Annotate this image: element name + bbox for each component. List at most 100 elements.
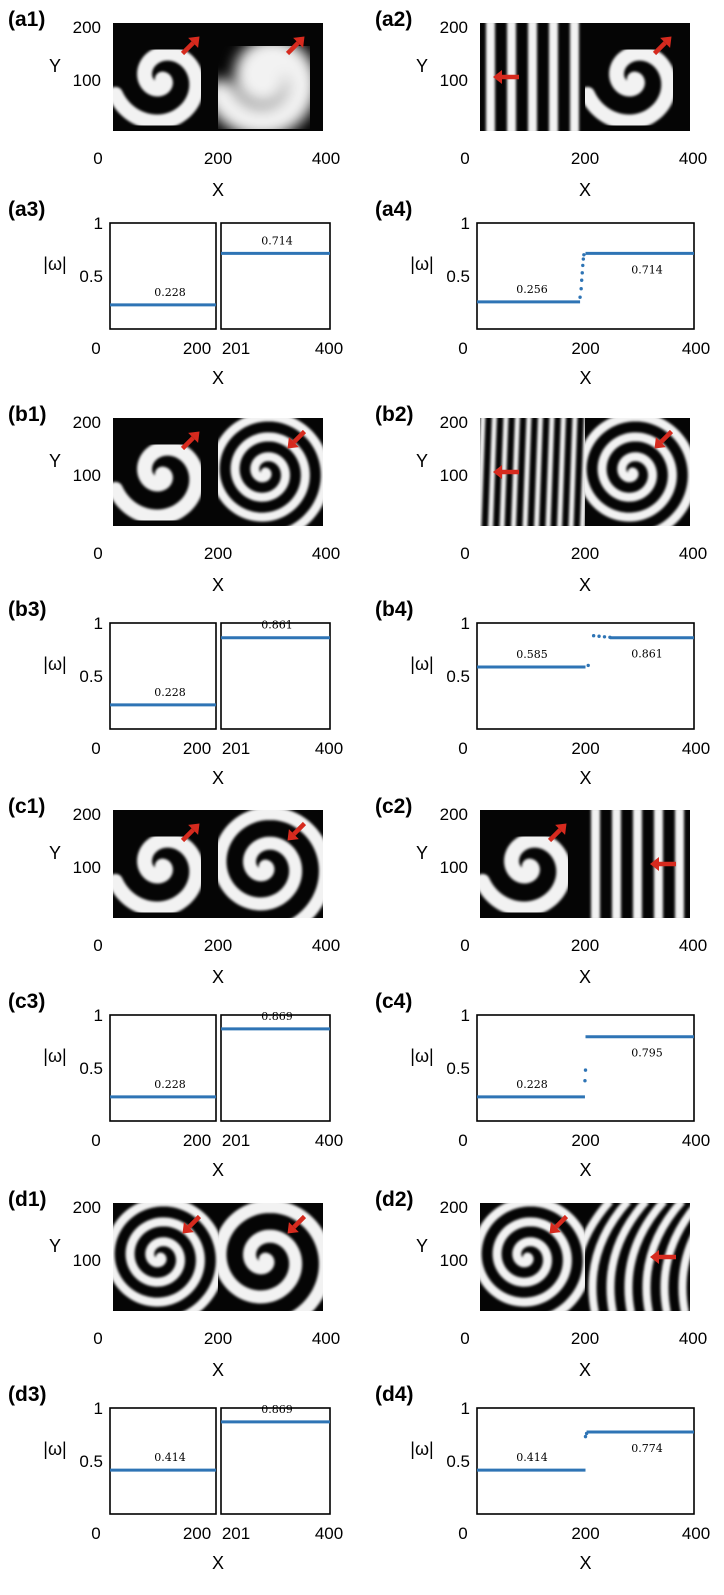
x-tick-label: 200 — [204, 1329, 232, 1348]
x-tick-label: 400 — [682, 339, 710, 358]
right-subplot-frame — [220, 1407, 331, 1515]
y-tick-label: 0.5 — [79, 267, 103, 286]
left-value-label: 0.414 — [516, 1451, 548, 1464]
x-tick-label: 200 — [571, 1131, 599, 1150]
panel-a4: (a4) |ω| 1 0.5 0.256 0.714 0 200 400 X — [375, 198, 710, 388]
y-axis-label: Y — [49, 56, 61, 76]
left-subplot-frame — [109, 222, 217, 330]
x-tick-label: 400 — [682, 1131, 710, 1150]
y-axis-label: |ω| — [410, 1046, 433, 1066]
x-axis-label: X — [579, 575, 591, 595]
y-tick-label: 1 — [94, 1399, 103, 1418]
y-tick-label: 0.5 — [79, 667, 103, 686]
x-tick-label: 0 — [91, 1131, 100, 1150]
y-tick-label: 1 — [94, 614, 103, 633]
x-tick-label: 0 — [93, 149, 102, 168]
x-axis-label: X — [579, 768, 591, 788]
y-axis-label: Y — [416, 843, 428, 863]
direction-arrow-southwest — [549, 1214, 569, 1234]
x-tick-label: 0 — [460, 149, 469, 168]
panel-d3: (d3) |ω| 1 0.5 0.414 0.869 0 200 201 400 X — [8, 1383, 343, 1573]
x-tick-label: 400 — [679, 1329, 707, 1348]
x-axis-label: X — [579, 967, 591, 987]
y-axis-label: |ω| — [43, 1046, 66, 1066]
x-axis-label: X — [579, 180, 591, 200]
right-pattern-image — [585, 23, 690, 131]
transition-point — [597, 634, 601, 638]
left-pattern-image — [113, 418, 218, 526]
plot-frame — [476, 1407, 695, 1515]
x-tick-label: 0 — [458, 739, 467, 758]
right-subplot-frame — [220, 1014, 331, 1122]
y-tick-label: 100 — [440, 71, 468, 90]
x-tick-label: 0 — [460, 936, 469, 955]
y-tick-label: 0.5 — [79, 1059, 103, 1078]
right-pattern-image — [218, 23, 323, 131]
y-tick-label: 0.5 — [446, 1059, 470, 1078]
transition-point — [583, 1068, 588, 1072]
direction-arrow-west — [493, 70, 519, 84]
direction-arrow-southwest — [287, 821, 307, 841]
right-pattern-image — [218, 1203, 323, 1311]
panel-label: (a1) — [8, 8, 45, 31]
panel-a2: (a2) Y 200 100 0 200 400 X — [375, 8, 707, 200]
plot-frame — [476, 222, 695, 330]
left-pattern-image — [480, 810, 585, 918]
panel-a3: (a3) |ω| 1 0.5 0.228 0.714 0 200 201 400 X — [8, 198, 343, 388]
y-axis-label: Y — [49, 451, 61, 471]
transition-point — [579, 287, 583, 291]
x-tick-label: 400 — [312, 149, 340, 168]
y-tick-label: 200 — [440, 805, 468, 824]
x-tick-label: 201 — [222, 339, 250, 358]
transition-point — [608, 635, 612, 640]
y-tick-label: 0.5 — [446, 267, 470, 286]
x-axis-label: X — [579, 1360, 591, 1380]
left-subplot-frame — [109, 622, 217, 730]
direction-arrow-southwest — [654, 429, 674, 449]
panel-c1: (c1) Y 200 100 0 200 400 X — [8, 795, 340, 987]
panel-b3: (b3) |ω| 1 0.5 0.228 0.861 0 200 201 400 X — [8, 598, 343, 788]
x-tick-label: 400 — [679, 936, 707, 955]
panel-label: (d2) — [375, 1188, 414, 1211]
y-tick-label: 1 — [461, 214, 470, 233]
left-value-label: 0.585 — [516, 648, 548, 661]
x-tick-label: 200 — [183, 1131, 211, 1150]
left-pattern-image — [113, 23, 218, 131]
x-tick-label: 200 — [571, 1524, 599, 1543]
panel-b4: (b4) |ω| 1 0.5 0.585 0.861 0 200 400 X — [375, 598, 710, 788]
x-tick-label: 400 — [312, 544, 340, 563]
y-axis-label: Y — [416, 451, 428, 471]
y-tick-label: 100 — [73, 1251, 101, 1270]
y-axis-label: Y — [49, 843, 61, 863]
direction-arrow-southwest — [287, 429, 307, 449]
x-tick-label: 200 — [183, 739, 211, 758]
x-tick-label: 400 — [315, 739, 343, 758]
left-value-label: 0.228 — [154, 286, 186, 299]
x-axis-label: X — [579, 1553, 591, 1573]
right-subplot-frame — [220, 622, 331, 730]
x-axis-label: X — [212, 180, 224, 200]
panel-label: (c4) — [375, 990, 412, 1013]
left-subplot-frame — [109, 1014, 217, 1122]
y-tick-label: 200 — [73, 1198, 101, 1217]
x-tick-label: 200 — [571, 936, 599, 955]
y-tick-label: 0.5 — [446, 1452, 470, 1471]
x-tick-label: 0 — [91, 739, 100, 758]
y-tick-label: 100 — [73, 858, 101, 877]
x-tick-label: 201 — [222, 1524, 250, 1543]
panel-b1: (b1) Y 200 100 0 200 400 X — [8, 403, 340, 595]
x-tick-label: 400 — [315, 339, 343, 358]
panel-label: (b1) — [8, 403, 47, 426]
y-tick-label: 200 — [440, 1198, 468, 1217]
transition-point — [584, 1431, 589, 1436]
left-pattern-image — [480, 418, 585, 526]
y-axis-label: Y — [416, 1236, 428, 1256]
direction-arrow-southwest — [287, 1214, 307, 1234]
y-tick-label: 1 — [461, 1006, 470, 1025]
x-axis-label: X — [212, 967, 224, 987]
direction-arrow-northeast — [652, 36, 672, 56]
transition-point — [583, 1079, 587, 1083]
panel-d4: (d4) |ω| 1 0.5 0.414 0.774 0 200 400 X — [375, 1383, 710, 1573]
right-value-label: 0.714 — [261, 234, 293, 247]
x-tick-label: 0 — [93, 544, 102, 563]
